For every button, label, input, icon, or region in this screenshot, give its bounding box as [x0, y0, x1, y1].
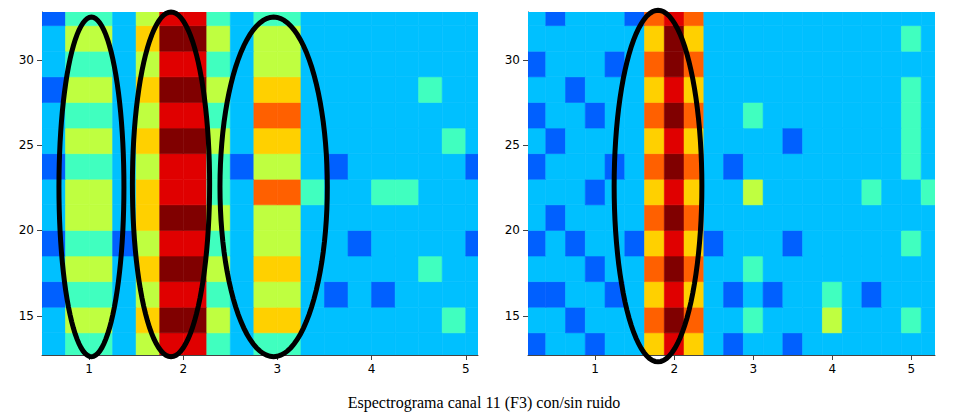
svg-text:2: 2	[670, 362, 678, 376]
svg-text:4: 4	[828, 362, 836, 376]
svg-text:15: 15	[505, 309, 520, 323]
svg-text:1: 1	[85, 362, 93, 376]
svg-text:25: 25	[505, 138, 520, 152]
svg-text:30: 30	[19, 53, 34, 67]
svg-text:30: 30	[505, 53, 520, 67]
svg-text:15: 15	[19, 309, 34, 323]
svg-text:5: 5	[907, 362, 915, 376]
svg-text:5: 5	[462, 362, 470, 376]
svg-text:3: 3	[749, 362, 757, 376]
svg-text:1: 1	[591, 362, 599, 376]
svg-text:2: 2	[179, 362, 187, 376]
svg-text:20: 20	[19, 223, 34, 237]
svg-text:Espectrograma canal 11 (F3) co: Espectrograma canal 11 (F3) con/sin ruid…	[348, 394, 621, 412]
svg-text:25: 25	[19, 138, 34, 152]
svg-text:4: 4	[368, 362, 376, 376]
svg-text:20: 20	[505, 223, 520, 237]
svg-text:3: 3	[274, 362, 282, 376]
